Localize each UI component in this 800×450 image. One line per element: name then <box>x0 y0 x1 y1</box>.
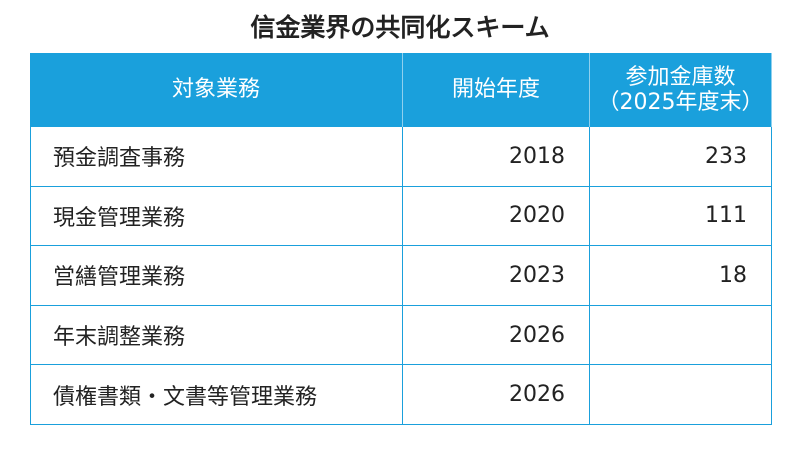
table-cell: 2026 <box>403 365 590 425</box>
table-cell: 111 <box>590 186 772 247</box>
cell-text: 債権書類・文書等管理業務 <box>53 384 318 410</box>
cell-text: 2020 <box>509 203 565 229</box>
table-cell: 現金管理業務 <box>30 186 403 247</box>
cell-text: 年末調整業務 <box>53 325 186 351</box>
cell-text: 2018 <box>509 143 565 169</box>
title: 信金業界の共同化スキーム <box>250 13 550 42</box>
cell-text: 18 <box>719 262 747 288</box>
cell-text: 預金調査事務 <box>53 146 186 172</box>
header-text: 開始年度 <box>451 77 540 103</box>
cell-text: 営繕管理業務 <box>53 265 186 291</box>
table-cell <box>590 365 772 425</box>
table-cell: 債権書類・文書等管理業務 <box>30 365 403 425</box>
table-cell: 預金調査事務 <box>30 127 403 187</box>
table-cell: 2020 <box>403 186 590 247</box>
table-cell: 営繕管理業務 <box>30 246 403 306</box>
cell-text: 233 <box>705 143 747 169</box>
table-cell: 233 <box>590 127 772 187</box>
table-cell: 年末調整業務 <box>30 305 403 366</box>
table: 対象業務 開始年度 参加金庫数 （2025年度末） 預金調査事務 2018 233 現金管理業… <box>30 53 772 425</box>
cell-text: 2026 <box>509 322 565 348</box>
table-cell: 18 <box>590 246 772 306</box>
header-cell: 参加金庫数 （2025年度末） <box>590 53 772 127</box>
table-cell <box>590 305 772 366</box>
table-cell: 2026 <box>403 305 590 366</box>
cell-text: 現金管理業務 <box>53 205 186 231</box>
table-cell: 2023 <box>403 246 590 306</box>
header-cell: 開始年度 <box>403 53 590 127</box>
cell-text: 111 <box>705 203 747 229</box>
table-cell: 2018 <box>403 127 590 187</box>
cell-text: 2026 <box>509 382 565 408</box>
header-cell: 対象業務 <box>30 53 403 127</box>
header-text: （2025年度末） <box>597 90 764 115</box>
header-text: 参加金庫数 <box>625 64 736 90</box>
cell-text: 2023 <box>509 262 565 288</box>
header-text: 対象業務 <box>171 77 260 103</box>
